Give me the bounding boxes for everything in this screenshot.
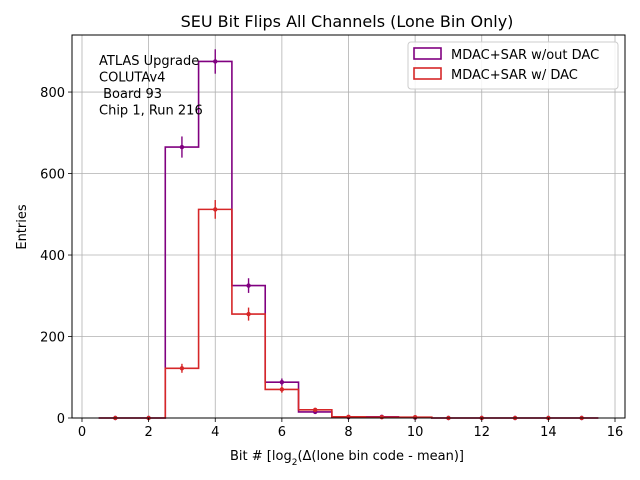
y-axis: 0 200 400 600 800 [40, 86, 72, 427]
legend-label: MDAC+SAR w/out DAC [451, 48, 599, 63]
annotation-line: ATLAS Upgrade [99, 54, 199, 69]
chart-title: SEU Bit Flips All Channels (Lone Bin Onl… [181, 12, 514, 31]
x-axis: 0 2 4 6 8 10 12 14 16 [78, 418, 623, 440]
legend-label: MDAC+SAR w/ DAC [451, 68, 578, 83]
data-point [279, 387, 285, 392]
data-point [379, 414, 385, 420]
data-point [246, 311, 251, 317]
x-axis-label: Bit # [log2(Δ(lone bin code - mean)] [230, 449, 464, 468]
grid [72, 35, 625, 419]
x-tick-label: 4 [211, 425, 219, 440]
y-axis-label: Entries [15, 204, 30, 250]
annotation-line: Chip 1, Run 216 [99, 104, 203, 119]
x-axis-label-rest: (Δ(lone bin code - mean)] [297, 449, 464, 464]
data-point [246, 283, 251, 288]
x-tick-label: 10 [407, 425, 424, 440]
x-tick-label: 0 [78, 425, 86, 440]
data-point [213, 59, 218, 64]
annotation: ATLAS Upgrade COLUTAv4 Board 93 Chip 1, Ru… [99, 54, 203, 119]
x-tick-label: 2 [144, 425, 152, 440]
x-tick-label: 12 [473, 425, 490, 440]
data-point [312, 407, 318, 413]
legend-box [407, 41, 619, 90]
x-axis-label-main: Bit # [log [230, 449, 292, 464]
x-axis-label-sub: 2 [292, 458, 298, 468]
y-tick-label: 800 [40, 86, 65, 101]
data-point [179, 144, 185, 150]
annotation-line: COLUTAv4 [99, 71, 165, 86]
legend-swatch [413, 47, 442, 60]
legend: MDAC+SAR w/out DAC MDAC+SAR w/ DAC [407, 41, 619, 90]
y-tick-label: 0 [57, 412, 65, 427]
x-tick-label: 16 [607, 425, 624, 440]
y-tick-label: 600 [40, 168, 65, 183]
data-point [279, 379, 285, 385]
data-point [213, 207, 218, 212]
x-tick-label: 14 [540, 425, 557, 440]
y-tick-label: 400 [40, 249, 65, 264]
data-point [179, 366, 185, 371]
x-tick-label: 6 [278, 425, 286, 440]
legend-swatch [413, 67, 442, 80]
annotation-line: Board 93 [99, 87, 162, 102]
y-tick-label: 200 [40, 331, 65, 346]
x-tick-label: 8 [344, 425, 352, 440]
